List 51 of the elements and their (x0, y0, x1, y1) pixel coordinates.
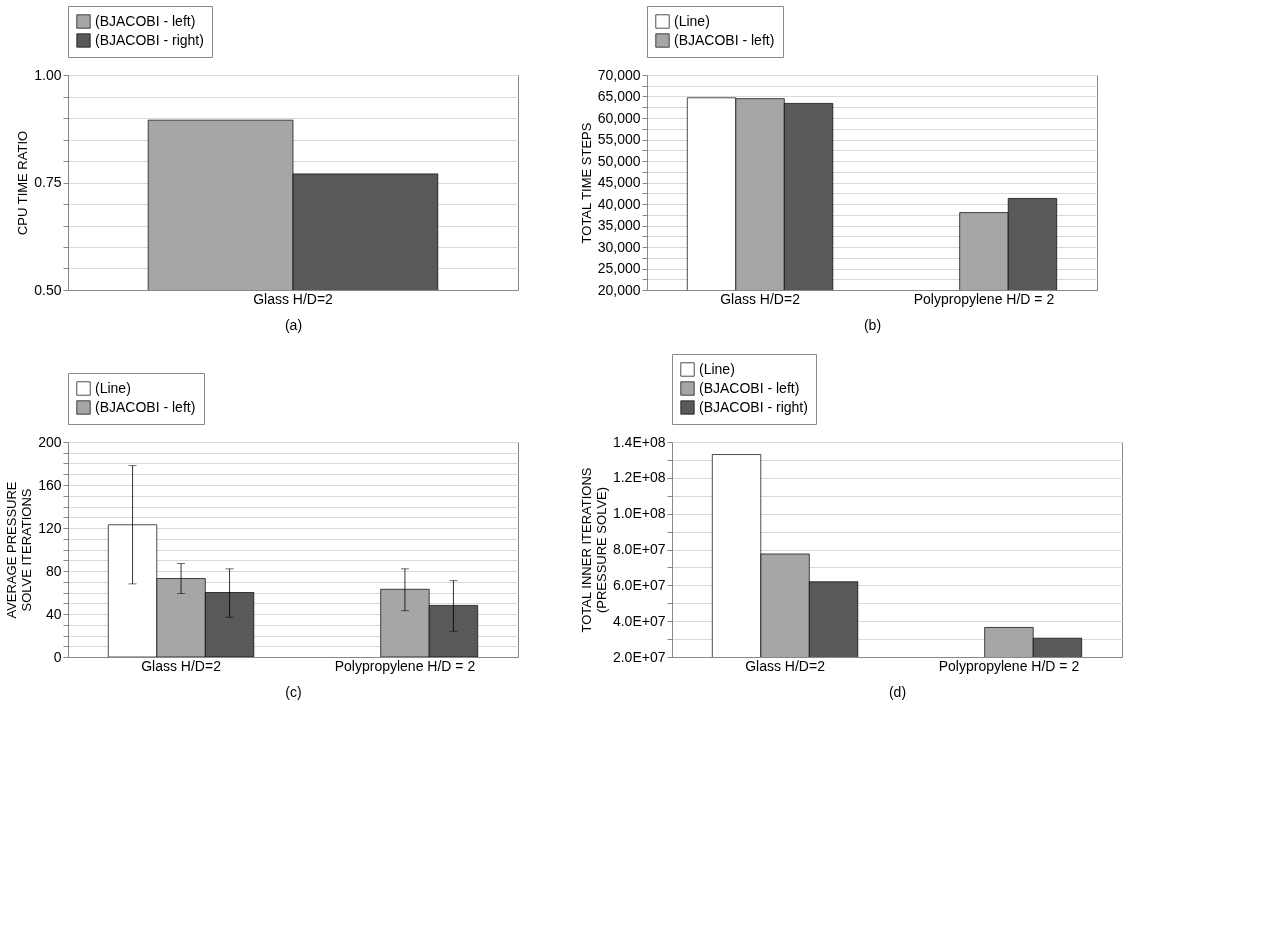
y-tick-label: 35,000 (597, 217, 641, 233)
legend-label: (Line) (699, 360, 735, 377)
y-tick-label: 0.75 (34, 174, 62, 190)
y-tick-label: 0 (53, 648, 62, 665)
x-tick-label: Glass H/D=2 (141, 657, 222, 674)
y-tick-label: 40,000 (597, 195, 641, 212)
y-tick-label: 8.0E+07 (612, 541, 666, 557)
y-tick-label: 160 (38, 476, 62, 493)
x-tick-label: Glass H/D=2 (253, 290, 334, 307)
y-tick-label: 25,000 (597, 260, 641, 276)
legend-label: (BJACOBI - left) (674, 31, 775, 48)
y-tick-label: 200 (38, 433, 62, 450)
legend-label: (BJACOBI - left) (699, 379, 800, 396)
y-tick-label: 4.0E+07 (612, 612, 666, 629)
y-tick-label: 45,000 (597, 174, 641, 190)
y-tick-label: 0.50 (34, 281, 62, 298)
x-tick-label: Polypropylene H/D = 2 (938, 657, 1080, 674)
x-tick-label: Glass H/D=2 (745, 657, 826, 674)
y-tick-label: 55,000 (597, 131, 641, 147)
y-tick-label: 30,000 (597, 238, 641, 255)
x-axis-title: (d) (888, 683, 907, 700)
y-tick-label: 80 (45, 562, 62, 579)
y-tick-label: 20,000 (597, 281, 641, 298)
y-tick-label: 70,000 (597, 66, 641, 83)
y-tick-label: 50,000 (597, 152, 641, 169)
y-axis-title: CPU TIME RATIO (15, 130, 31, 236)
y-tick-label: 1.4E+08 (612, 433, 666, 450)
legend-label: (BJACOBI - left) (95, 12, 196, 29)
y-tick-label: 120 (38, 519, 62, 536)
legend-label: (Line) (674, 12, 710, 29)
legend-label: (BJACOBI - left) (95, 398, 196, 415)
y-tick-label: 65,000 (597, 88, 641, 104)
x-axis-title: (a) (284, 316, 303, 333)
y-tick-label: 6.0E+07 (612, 576, 666, 593)
y-tick-label: 1.0E+08 (612, 505, 666, 522)
legend-label: (BJACOBI - right) (95, 31, 204, 48)
legend-label: (BJACOBI - right) (699, 398, 808, 415)
y-axis-title: TOTAL INNER ITERATIONS (PRESSURE SOLVE) (578, 467, 609, 633)
legend-label: (Line) (95, 379, 131, 396)
x-axis-title: (b) (863, 316, 882, 333)
y-tick-label: 2.0E+07 (612, 648, 666, 665)
y-tick-label: 1.00 (34, 66, 62, 83)
x-tick-label: Polypropylene H/D = 2 (913, 290, 1055, 307)
x-axis-title: (c) (285, 683, 302, 700)
y-axis-title: AVERAGE PRESSURE SOLVE ITERATIONS (4, 481, 35, 619)
y-axis-title: TOTAL TIME STEPS (578, 122, 594, 244)
y-tick-label: 1.2E+08 (612, 469, 666, 486)
y-tick-label: 60,000 (597, 109, 641, 126)
y-tick-label: 40 (45, 605, 62, 622)
x-tick-label: Polypropylene H/D = 2 (334, 657, 476, 674)
x-tick-label: Glass H/D=2 (720, 290, 801, 307)
